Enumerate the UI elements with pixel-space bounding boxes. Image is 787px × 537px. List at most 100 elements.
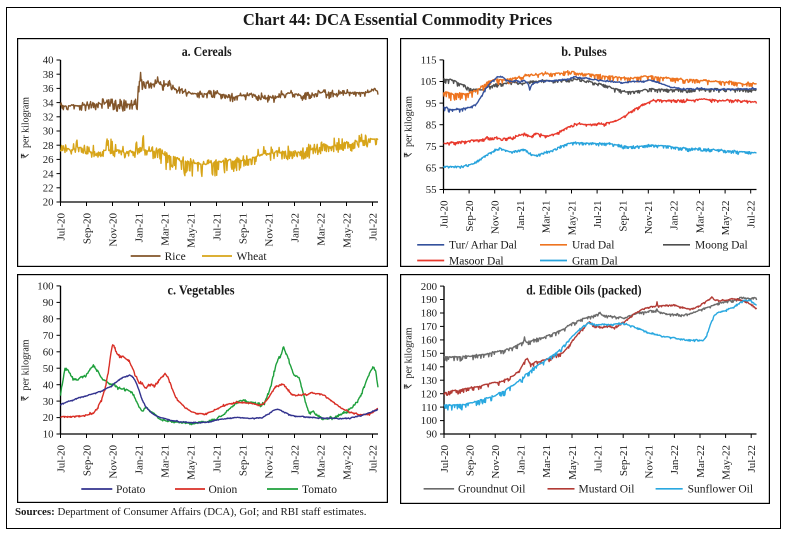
svg-text:190: 190 (421, 294, 437, 306)
svg-text:22: 22 (43, 183, 54, 195)
svg-text:Nov-20: Nov-20 (490, 445, 502, 479)
svg-text:120: 120 (421, 388, 437, 400)
svg-text:Groundnut Oil: Groundnut Oil (458, 484, 525, 496)
svg-text:36: 36 (43, 83, 54, 95)
svg-text:Jul-22: Jul-22 (746, 445, 758, 473)
svg-text:20: 20 (43, 197, 54, 209)
svg-text:Potato: Potato (116, 484, 146, 496)
svg-text:Wheat: Wheat (237, 251, 268, 263)
svg-text:100: 100 (421, 415, 437, 427)
svg-text:b. Pulses: b. Pulses (561, 44, 607, 59)
svg-text:80: 80 (43, 314, 54, 326)
svg-text:May-21: May-21 (185, 213, 197, 248)
svg-text:Jul-21: Jul-21 (592, 445, 604, 473)
svg-text:Jan-21: Jan-21 (515, 201, 527, 230)
svg-text:May-21: May-21 (567, 445, 579, 480)
svg-text:Jul-22: Jul-22 (746, 201, 758, 229)
svg-text:65: 65 (426, 163, 437, 175)
svg-text:May-22: May-22 (720, 445, 732, 480)
svg-text:Sep-20: Sep-20 (464, 200, 476, 232)
svg-text:30: 30 (43, 396, 54, 408)
svg-text:per kilogram: per kilogram (21, 340, 32, 391)
svg-text:20: 20 (43, 412, 54, 424)
svg-text:26: 26 (43, 154, 54, 166)
svg-text:Nov-20: Nov-20 (107, 213, 119, 247)
svg-text:Masoor Dal: Masoor Dal (449, 255, 504, 267)
svg-text:May-22: May-22 (341, 445, 353, 480)
svg-text:May-21: May-21 (185, 445, 197, 480)
svg-text:Tur/ Arhar Dal: Tur/ Arhar Dal (449, 240, 517, 252)
svg-text:Sep-21: Sep-21 (237, 213, 249, 244)
svg-text:Mar-21: Mar-21 (541, 201, 553, 234)
svg-text:28: 28 (43, 140, 54, 152)
svg-text:55: 55 (426, 184, 437, 196)
svg-text:Onion: Onion (209, 484, 238, 496)
svg-text:Sep-21: Sep-21 (237, 445, 249, 476)
svg-text:per kilogram: per kilogram (404, 96, 415, 147)
svg-text:Jul-20: Jul-20 (55, 445, 67, 473)
svg-text:Jul-21: Jul-21 (211, 445, 223, 473)
svg-text:150: 150 (421, 348, 437, 360)
svg-text:Jul-21: Jul-21 (211, 213, 223, 241)
svg-text:Mar-22: Mar-22 (694, 201, 706, 234)
svg-text:Sep-20: Sep-20 (81, 213, 93, 245)
svg-text:200: 200 (421, 281, 437, 293)
svg-text:85: 85 (426, 119, 437, 131)
svg-text:60: 60 (43, 347, 54, 359)
svg-text:Gram Dal: Gram Dal (572, 255, 618, 267)
svg-text:115: 115 (421, 55, 437, 67)
svg-text:Moong Dal: Moong Dal (695, 240, 748, 252)
svg-text:c. Vegetables: c. Vegetables (168, 283, 235, 298)
svg-text:d. Edible Oils (packed): d. Edible Oils (packed) (526, 283, 641, 298)
svg-text:Jul-21: Jul-21 (592, 201, 604, 229)
svg-text:May-21: May-21 (566, 201, 578, 236)
svg-text:Jan-22: Jan-22 (289, 213, 301, 242)
svg-text:Mar-21: Mar-21 (159, 213, 171, 246)
svg-text:180: 180 (421, 308, 437, 320)
svg-text:a. Cereals: a. Cereals (182, 44, 232, 59)
svg-text:95: 95 (426, 98, 437, 110)
svg-text:170: 170 (421, 321, 437, 333)
svg-text:per kilogram: per kilogram (21, 97, 32, 148)
svg-text:Nov-21: Nov-21 (263, 213, 275, 247)
svg-text:Rice: Rice (165, 251, 186, 263)
svg-text:Jan-21: Jan-21 (133, 445, 145, 474)
svg-text:May-22: May-22 (720, 201, 732, 236)
svg-text:Jul-20: Jul-20 (439, 445, 451, 473)
svg-text:160: 160 (421, 335, 437, 347)
svg-text:Sunflower Oil: Sunflower Oil (688, 484, 753, 496)
svg-text:Jan-22: Jan-22 (669, 201, 681, 230)
svg-text:Mar-21: Mar-21 (159, 445, 171, 478)
svg-text:110: 110 (421, 402, 437, 414)
svg-text:40: 40 (43, 379, 54, 391)
svg-text:Mar-22: Mar-22 (695, 445, 707, 478)
svg-text:Mar-22: Mar-22 (315, 445, 327, 478)
svg-text:Sep-20: Sep-20 (464, 445, 476, 477)
svg-text:34: 34 (43, 97, 54, 109)
svg-text:75: 75 (426, 141, 437, 153)
svg-text:24: 24 (43, 168, 54, 180)
svg-text:70: 70 (43, 330, 54, 342)
svg-text:Sep-21: Sep-21 (618, 445, 630, 476)
svg-text:Nov-21: Nov-21 (644, 445, 656, 479)
svg-text:10: 10 (43, 429, 54, 441)
svg-text:Nov-20: Nov-20 (107, 445, 119, 479)
svg-text:Nov-21: Nov-21 (263, 445, 275, 479)
svg-text:Jan-21: Jan-21 (133, 213, 145, 242)
svg-text:38: 38 (43, 69, 54, 81)
svg-text:130: 130 (421, 375, 437, 387)
svg-text:Sep-21: Sep-21 (618, 201, 630, 232)
svg-text:90: 90 (43, 297, 54, 309)
svg-text:100: 100 (37, 281, 53, 293)
svg-text:per kilogram: per kilogram (404, 328, 415, 379)
svg-text:Nov-20: Nov-20 (490, 200, 502, 234)
svg-text:140: 140 (421, 362, 437, 374)
svg-text:105: 105 (420, 76, 436, 88)
svg-text:90: 90 (426, 429, 437, 441)
svg-text:Urad Dal: Urad Dal (572, 240, 614, 252)
svg-text:Jul-22: Jul-22 (367, 213, 379, 241)
svg-text:40: 40 (43, 55, 54, 67)
svg-text:Jul-22: Jul-22 (367, 445, 379, 473)
svg-text:Jan-22: Jan-22 (669, 445, 681, 474)
svg-text:50: 50 (43, 363, 54, 375)
